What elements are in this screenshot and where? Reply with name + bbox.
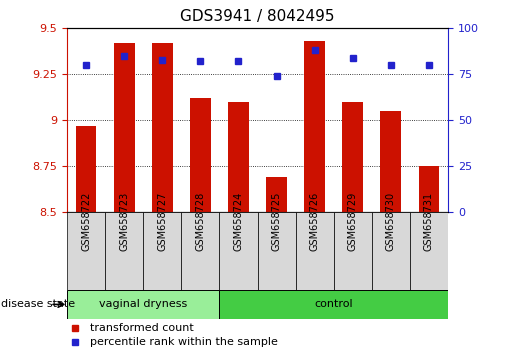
FancyBboxPatch shape (296, 212, 334, 290)
Text: disease state: disease state (2, 299, 76, 309)
FancyBboxPatch shape (219, 212, 258, 290)
FancyBboxPatch shape (67, 290, 219, 319)
FancyBboxPatch shape (67, 212, 105, 290)
FancyBboxPatch shape (219, 290, 448, 319)
Text: GSM658728: GSM658728 (195, 192, 205, 251)
Bar (152, 43, 173, 212)
Text: GSM658731: GSM658731 (424, 192, 434, 251)
Text: transformed count: transformed count (90, 322, 194, 332)
Text: GSM658725: GSM658725 (271, 192, 282, 251)
Bar (304, 41, 325, 212)
Bar (419, 166, 439, 212)
FancyBboxPatch shape (334, 212, 372, 290)
FancyBboxPatch shape (143, 212, 181, 290)
Bar (381, 111, 401, 212)
Text: vaginal dryness: vaginal dryness (99, 299, 187, 309)
FancyBboxPatch shape (258, 212, 296, 290)
Text: GSM658724: GSM658724 (233, 192, 244, 251)
Text: GSM658730: GSM658730 (386, 192, 396, 251)
Bar (342, 102, 363, 212)
Text: GSM658727: GSM658727 (157, 192, 167, 251)
Text: GSM658729: GSM658729 (348, 192, 358, 251)
FancyBboxPatch shape (181, 212, 219, 290)
Bar (266, 177, 287, 212)
Title: GDS3941 / 8042495: GDS3941 / 8042495 (180, 9, 335, 24)
FancyBboxPatch shape (410, 212, 448, 290)
Text: percentile rank within the sample: percentile rank within the sample (90, 337, 278, 348)
Bar (76, 126, 96, 212)
Text: control: control (314, 299, 353, 309)
Bar (190, 98, 211, 212)
FancyBboxPatch shape (372, 212, 410, 290)
Bar (114, 43, 134, 212)
Text: GSM658726: GSM658726 (310, 192, 320, 251)
FancyBboxPatch shape (105, 212, 143, 290)
Text: GSM658723: GSM658723 (119, 192, 129, 251)
Bar (228, 102, 249, 212)
Text: GSM658722: GSM658722 (81, 192, 91, 251)
